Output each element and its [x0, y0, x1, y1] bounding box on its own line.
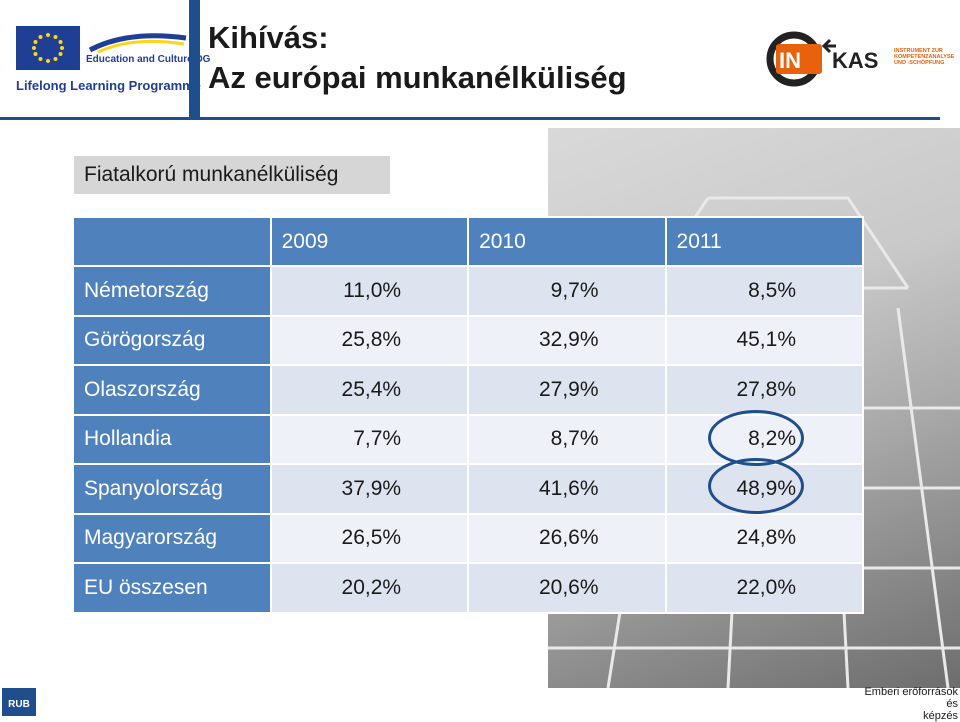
value-cell: 37,9% — [269, 463, 470, 515]
footer-caption-line1: Emberi erőforrások — [864, 686, 958, 698]
table-row: Olaszország 25,4% 27,9% 27,8% — [72, 364, 865, 416]
footer-caption-line3: képzés — [923, 710, 958, 722]
eu-dg-label: Education and Culture DG — [86, 54, 211, 65]
value-cell: 8,5% — [664, 265, 865, 317]
value-cell: 20,6% — [467, 562, 667, 614]
eu-flag-icon — [16, 26, 80, 70]
value-cell: 27,9% — [467, 364, 667, 416]
value-cell: 7,7% — [269, 413, 470, 465]
inkas-kas-text: KAS — [832, 48, 878, 73]
footer-caption: Emberi erőforrások és képzés — [848, 686, 958, 722]
eu-llp-logo: Education and Culture DG Lifelong Learni… — [12, 22, 210, 102]
slide-title: Kihívás: Az európai munkanélküliség — [208, 18, 627, 98]
value-cell: 22,0% — [664, 562, 865, 614]
table-row: Hollandia 7,7% 8,7% 8,2% — [72, 413, 865, 465]
value-cell: 26,5% — [269, 512, 470, 564]
slide-title-line1: Kihívás: — [208, 20, 329, 55]
year-header-2009: 2009 — [269, 216, 470, 267]
value-cell: 32,9% — [467, 314, 667, 366]
value-cell: 8,7% — [467, 413, 667, 465]
value-cell: 24,8% — [664, 512, 865, 564]
country-cell: Olaszország — [72, 364, 272, 416]
table-subtitle: Fiatalkorú munkanélküliség — [74, 156, 390, 194]
inkas-emblem-icon: IN KAS — [766, 31, 878, 87]
footer-caption-line2: és — [946, 698, 958, 710]
value-cell: 20,2% — [269, 562, 470, 614]
slide-header: Education and Culture DG Lifelong Learni… — [0, 0, 960, 122]
table-row: EU összesen 20,2% 20,6% 22,0% — [72, 562, 865, 614]
country-cell: EU összesen — [72, 562, 272, 614]
table-header-row: 2009 2010 2011 — [72, 216, 865, 267]
slide-title-line2: Az európai munkanélküliség — [208, 60, 627, 95]
inkas-subtitle-line2: KOMPETENZANALYSE — [894, 54, 955, 60]
eu-swoosh-icon — [88, 33, 187, 54]
inkas-in-text: IN — [779, 48, 801, 73]
inkas-subtitle-line3: UND -SCHÖPFUNG — [894, 60, 945, 66]
inkas-logo: IN KAS INSTRUMENT ZUR KOMPETENZANALYSE U… — [766, 26, 956, 92]
inkas-subtitle: INSTRUMENT ZUR KOMPETENZANALYSE UND -SCH… — [894, 48, 954, 66]
header-accent-bar — [189, 0, 200, 118]
value-cell: 27,8% — [664, 364, 865, 416]
value-cell: 25,4% — [269, 364, 470, 416]
slide-footer — [0, 688, 960, 719]
table-row: Németország 11,0% 9,7% 8,5% — [72, 265, 865, 317]
value-cell: 26,6% — [467, 512, 667, 564]
rub-logo: RUB — [2, 688, 36, 716]
value-cell: 9,7% — [467, 265, 667, 317]
eu-llp-label: Lifelong Learning Programme — [16, 78, 201, 93]
table-row: Görögország 25,8% 32,9% 45,1% — [72, 314, 865, 366]
unemployment-table: 2009 2010 2011 Németország 11,0% 9,7% 8,… — [72, 216, 865, 614]
highlight-circle-spanyolorszag-2011 — [708, 458, 804, 514]
value-cell: 45,1% — [664, 314, 865, 366]
year-header-2010: 2010 — [467, 216, 667, 267]
country-cell: Magyarország — [72, 512, 272, 564]
country-cell: Németország — [72, 265, 272, 317]
header-empty-cell — [72, 216, 272, 267]
value-cell: 41,6% — [467, 463, 667, 515]
value-cell: 25,8% — [269, 314, 470, 366]
country-cell: Spanyolország — [72, 463, 272, 515]
header-divider — [0, 117, 940, 120]
year-header-2011: 2011 — [664, 216, 865, 267]
value-cell: 11,0% — [269, 265, 470, 317]
inkas-subtitle-line1: INSTRUMENT ZUR — [894, 48, 943, 54]
country-cell: Hollandia — [72, 413, 272, 465]
country-cell: Görögország — [72, 314, 272, 366]
table-row: Magyarország 26,5% 26,6% 24,8% — [72, 512, 865, 564]
